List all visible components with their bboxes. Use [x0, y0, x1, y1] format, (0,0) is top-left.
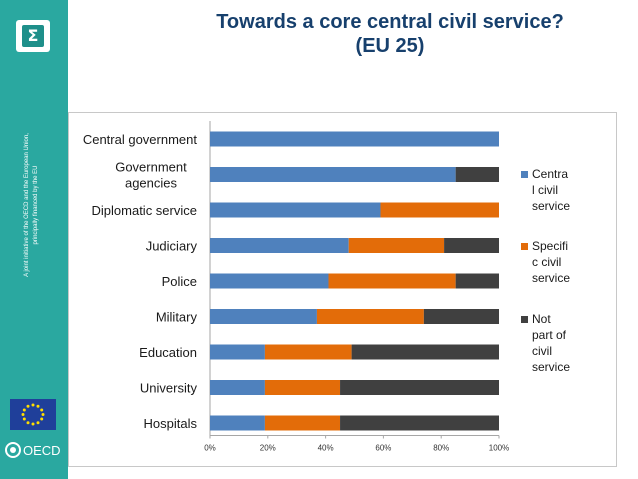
legend-label: service: [532, 271, 570, 285]
bar-segment: [210, 380, 265, 395]
sidebar: Σ A joint initiative of the OECD and the…: [0, 0, 68, 479]
category-label: Judiciary: [146, 239, 198, 254]
legend-swatch: [521, 316, 528, 323]
bar-segment: [444, 238, 499, 253]
category-label: Central government: [83, 132, 198, 147]
sigma-icon: Σ: [22, 25, 44, 47]
legend-swatch: [521, 171, 528, 178]
x-tick-label: 20%: [260, 444, 276, 453]
page-title: Towards a core central civil service? (E…: [160, 10, 620, 58]
legend-label: civil: [532, 344, 552, 358]
bar-segment: [455, 273, 499, 289]
legend-label: Not: [532, 312, 551, 326]
sidebar-caption-line-1: A joint initiative of the OECD and the E…: [24, 133, 30, 277]
bar-segment: [210, 415, 265, 431]
x-tick-label: 60%: [375, 444, 391, 453]
x-tick-label: 80%: [433, 444, 449, 453]
bar-segment: [380, 202, 499, 218]
bar-segment: [210, 309, 317, 324]
category-label: Government: [115, 160, 187, 175]
legend-swatch: [521, 243, 528, 250]
sidebar-caption-line-2: principally financed by the EU: [33, 165, 39, 245]
legend-label: service: [532, 360, 570, 374]
bar-segment: [340, 415, 499, 431]
category-label: Diplomatic service: [92, 203, 197, 218]
bar-segment: [328, 273, 456, 289]
bar-segment: [264, 415, 341, 431]
legend-label: c civil: [532, 255, 561, 269]
sigma-logo: Σ: [16, 20, 50, 52]
x-tick-label: 40%: [318, 444, 334, 453]
title-line-1: Towards a core central civil service?: [216, 11, 564, 33]
legend-label: Specifi: [532, 239, 568, 253]
bar-segment: [210, 202, 381, 218]
title-line-2: (EU 25): [355, 35, 425, 57]
bar-segment: [210, 273, 329, 289]
bar-segment: [210, 238, 349, 253]
category-label: Military: [156, 310, 198, 325]
category-label: Education: [139, 345, 197, 360]
chart-frame: Central government Government agencies Dipl…: [68, 112, 617, 467]
oecd-logo: OECD: [5, 442, 61, 458]
oecd-label: OECD: [23, 443, 61, 458]
bar-segment: [264, 344, 352, 360]
bar-segment: [455, 167, 499, 182]
legend-label: Centra: [532, 167, 568, 181]
legend-label: l civil: [532, 183, 558, 197]
bar-segment: [264, 380, 341, 395]
bar-segment: [316, 309, 424, 324]
bar-segment: [340, 380, 499, 395]
bar-segment: [351, 344, 499, 360]
x-tick-label: 100%: [489, 444, 509, 453]
bar-segment: [210, 131, 499, 147]
x-tick-label: 0%: [204, 444, 216, 453]
bar-segment: [423, 309, 499, 324]
category-label: Police: [162, 274, 197, 289]
eu-flag-icon: [10, 399, 56, 430]
category-label: agencies: [125, 176, 178, 191]
sidebar-caption: A joint initiative of the OECD and the E…: [2, 90, 62, 320]
bar-segment: [210, 344, 265, 360]
legend-label: service: [532, 199, 570, 213]
bar-segment: [348, 238, 445, 253]
legend-label: part of: [532, 328, 567, 342]
bar-segment: [210, 167, 456, 182]
category-label: Hospitals: [144, 416, 198, 431]
category-label: University: [140, 381, 198, 396]
